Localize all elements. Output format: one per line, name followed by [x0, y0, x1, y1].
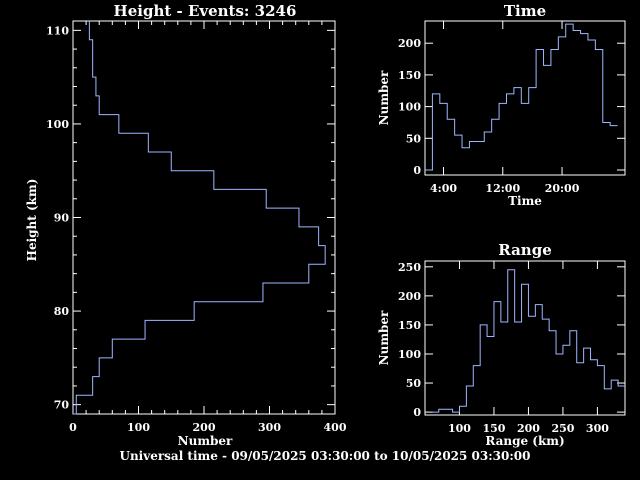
time-x-tick-label: 12:00	[485, 182, 520, 195]
height-y-tick-label: 100	[46, 118, 69, 131]
height-panel: Height - Events: 3246 Number Height (km)…	[25, 2, 347, 448]
time-plot-frame	[424, 20, 626, 176]
time-x-tick-label: 20:00	[545, 182, 580, 195]
range-y-tick-label: 250	[398, 261, 421, 274]
time-y-tick-label: 100	[398, 101, 421, 114]
range-x-tick-label: 100	[448, 422, 471, 435]
height-title: Height - Events: 3246	[114, 2, 297, 20]
height-x-tick-label: 200	[193, 421, 216, 434]
height-x-tick-label: 0	[69, 421, 77, 434]
range-x-tick-label: 200	[517, 422, 540, 435]
range-ylabel: Number	[377, 310, 391, 365]
height-x-tick-label: 400	[324, 421, 347, 434]
height-histogram-line	[73, 21, 326, 415]
range-y-tick-label: 0	[413, 406, 421, 419]
height-y-tick-label: 110	[46, 24, 69, 37]
range-y-tick-label: 150	[398, 319, 421, 332]
time-histogram-line	[425, 23, 618, 171]
time-ylabel: Number	[377, 70, 391, 125]
range-plot-frame	[424, 260, 626, 416]
time-y-tick-label: 50	[406, 132, 422, 145]
range-y-tick-label: 100	[398, 348, 421, 361]
footer-timespan: Universal time - 09/05/2025 03:30:00 to …	[119, 449, 530, 463]
time-y-tick-label: 150	[398, 69, 421, 82]
time-y-tick-label: 200	[398, 37, 421, 50]
time-panel: Time Time Number 4:00 12:00 20:00 0 50 100 150…	[377, 2, 626, 208]
height-y-tick-label: 70	[54, 399, 70, 412]
height-ylabel: Height (km)	[25, 179, 39, 262]
height-x-tick-label: 300	[258, 421, 281, 434]
range-x-tick-label: 150	[482, 422, 505, 435]
time-title: Time	[504, 2, 546, 20]
height-y-tick-label: 80	[54, 305, 70, 318]
height-y-tick-label: 90	[54, 212, 70, 225]
height-x-tick-label: 100	[127, 421, 150, 434]
height-xlabel: Number	[178, 434, 233, 448]
range-x-tick-label: 300	[586, 422, 609, 435]
time-y-tick-label: 0	[413, 164, 421, 177]
range-xlabel: Range (km)	[485, 434, 564, 448]
range-title: Range	[498, 241, 551, 259]
range-y-tick-label: 200	[398, 290, 421, 303]
range-y-tick-label: 50	[406, 377, 422, 390]
range-histogram-line	[431, 269, 625, 413]
time-x-tick-label: 4:00	[430, 182, 457, 195]
time-xlabel: Time	[508, 194, 542, 208]
range-x-tick-label: 250	[551, 422, 574, 435]
range-panel: Range Range (km) Number 100 150 200 250 300 0…	[377, 241, 626, 448]
